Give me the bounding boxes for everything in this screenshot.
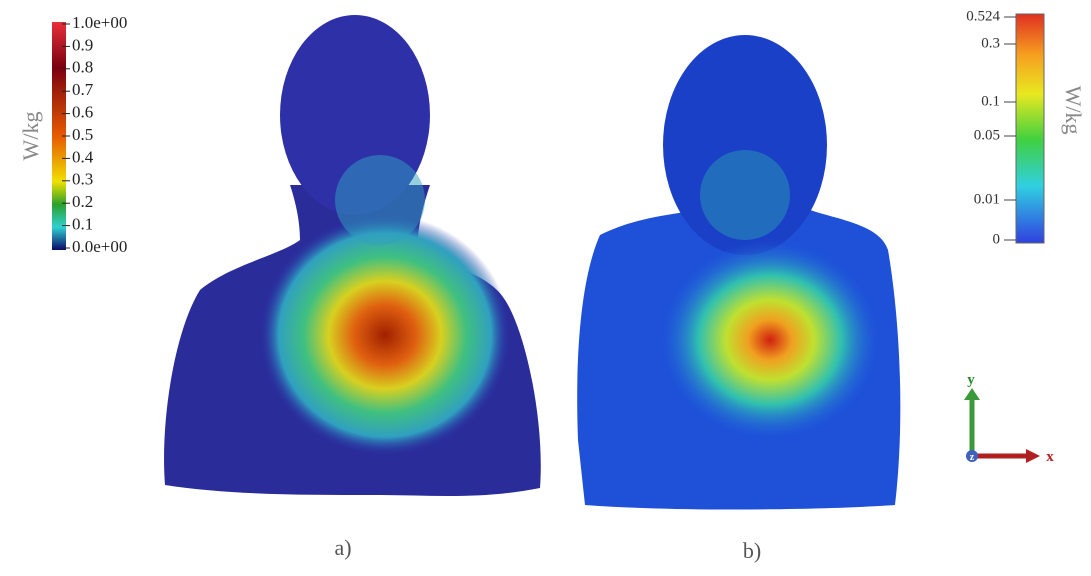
tick-label: 0.3	[72, 170, 93, 189]
axis-label: x	[1046, 449, 1054, 465]
heat-region	[260, 215, 510, 455]
colorbar-a: W/kg 1.0e+00 0.9 0.8 0.7 0.6 0.5 0.4 0.3 0.2 0.1 0…	[18, 13, 127, 256]
heat-region	[660, 240, 880, 440]
heat-region	[700, 150, 790, 240]
tick-label: 0.3	[981, 35, 1000, 51]
tick-label: 1.0e+00	[72, 13, 127, 32]
tick-label: 0.1	[72, 215, 93, 234]
y-arrowhead	[964, 388, 980, 400]
tick-label: 0.7	[72, 80, 94, 99]
tick-label: 0.0e+00	[72, 237, 127, 256]
tick-label: 0	[993, 231, 1001, 247]
tick-label: 0.8	[72, 58, 93, 77]
tick-label: 0.4	[72, 147, 94, 166]
x-arrowhead	[1026, 449, 1040, 463]
colorbar	[1016, 14, 1044, 243]
tick-label: 0.5	[72, 125, 93, 144]
tick-label: 0.1	[981, 93, 1000, 109]
figure: W/kg 1.0e+00 0.9 0.8 0.7 0.6 0.5 0.4 0.3 0.2 0.1 0…	[0, 0, 1091, 576]
colorbar-b: W/kg 0.524 0.3 0.1 0.05 0.01 0	[966, 8, 1086, 247]
tick-label: 0.2	[72, 192, 93, 211]
tick-label: 0.6	[72, 103, 93, 122]
tick-label: 0.05	[974, 127, 1000, 143]
caption: a)	[334, 535, 351, 560]
axis-label: z	[970, 452, 975, 463]
axes-triad: y x z	[964, 372, 1054, 465]
colorbar-label: W/kg	[18, 112, 43, 161]
caption: b)	[743, 538, 761, 563]
tick-label: 0.524	[966, 8, 1000, 24]
axis-label: y	[967, 372, 975, 388]
tick-label: 0.9	[72, 35, 93, 54]
body-a	[164, 15, 541, 496]
heat-region	[335, 155, 425, 245]
tick-label: 0.01	[974, 191, 1000, 207]
body-b	[577, 35, 900, 510]
colorbar-label: W/kg	[1061, 86, 1086, 135]
